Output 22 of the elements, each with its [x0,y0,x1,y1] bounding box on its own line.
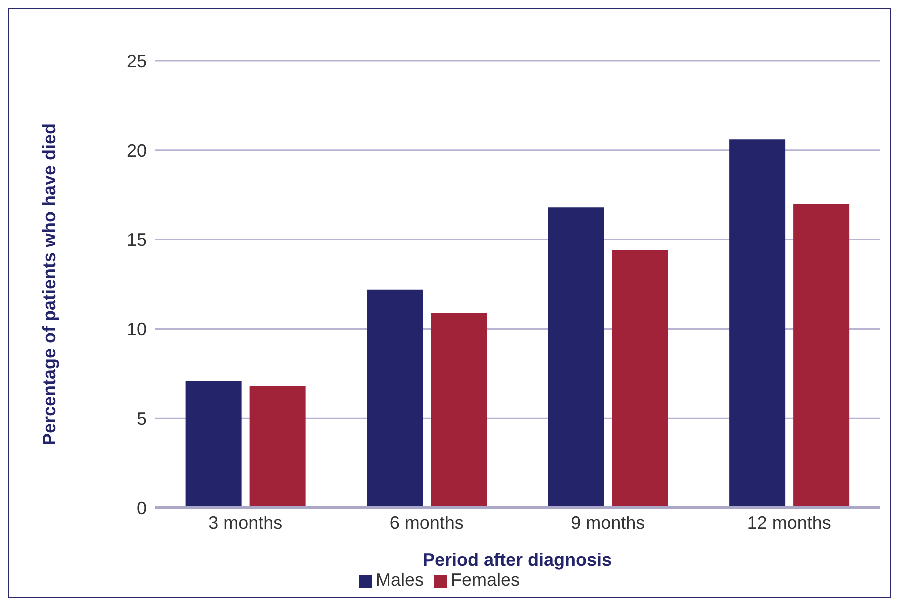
bar [186,381,242,508]
y-tick-label: 0 [136,498,147,518]
x-tick-label: 6 months [390,512,464,533]
bar [250,386,306,508]
y-tick-label: 15 [126,230,147,250]
bar [367,290,424,508]
x-axis-title: Period after diagnosis [422,550,612,570]
bar [612,250,668,508]
bar [431,313,488,508]
y-tick-label: 5 [136,408,147,429]
y-tick-label: 10 [126,320,147,340]
bar [548,208,604,508]
y-tick-label: 25 [126,51,147,72]
x-tick-label: 9 months [571,512,646,533]
x-tick-label: 3 months [208,512,283,533]
legend-label: Females [450,570,520,590]
x-tick-label: 12 months [747,512,832,533]
legend-label: Males [376,570,424,590]
y-tick-label: 20 [126,140,147,161]
bar [794,204,850,508]
y-axis-title: Percentage of patients who have died [39,123,60,446]
bar [730,140,786,508]
